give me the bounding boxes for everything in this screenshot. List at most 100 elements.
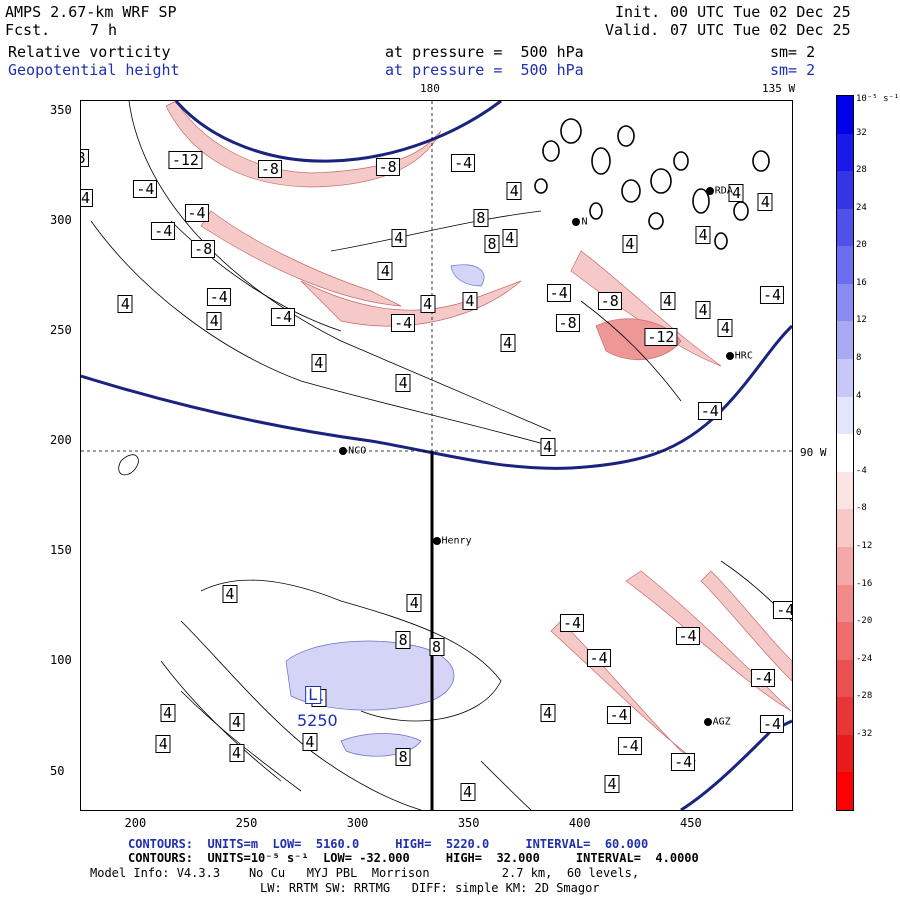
station-marker[interactable] bbox=[703, 717, 712, 726]
colorbar-segment bbox=[837, 546, 853, 586]
colorbar-segment bbox=[837, 509, 853, 548]
contour-label: 4 bbox=[502, 228, 518, 247]
contour-label: -8 bbox=[257, 160, 282, 179]
colorbar-level-label: 24 bbox=[856, 202, 867, 213]
contour-label: 4 bbox=[229, 712, 245, 731]
contour-label: -12 bbox=[644, 327, 678, 346]
y-tick-label: 200 bbox=[50, 433, 72, 448]
field1-level: at pressure = 500 hPa bbox=[385, 43, 584, 61]
contour-label: -4 bbox=[606, 706, 631, 725]
station-marker[interactable] bbox=[432, 537, 441, 546]
x-tick-label: 400 bbox=[568, 816, 591, 830]
station-name: AGZ bbox=[712, 716, 731, 728]
lon-90w-label: 90 W bbox=[800, 446, 827, 459]
contour-label: -4 bbox=[586, 649, 611, 668]
field2-smoothing: sm= 2 bbox=[770, 61, 816, 79]
contour-label: 4 bbox=[500, 334, 516, 353]
contour-label: 4 bbox=[155, 734, 171, 753]
contour-label: 4 bbox=[302, 732, 318, 751]
contour-label: 4 bbox=[311, 354, 327, 373]
footer-height-contours: CONTOURS: UNITS=m LOW= 5160.0 HIGH= 5220… bbox=[128, 837, 649, 851]
station-name: RDA bbox=[714, 185, 733, 197]
contour-label: -4 bbox=[546, 283, 571, 302]
colorbar-segment bbox=[837, 283, 853, 322]
colorbar-level-label: -20 bbox=[856, 616, 873, 627]
contour-label: 4 bbox=[540, 704, 556, 723]
forecast-value: 7 h bbox=[90, 21, 118, 39]
contour-label: 4 bbox=[506, 182, 522, 201]
low-center-label: L bbox=[305, 686, 321, 704]
station-marker[interactable] bbox=[572, 218, 581, 227]
colorbar-segment bbox=[837, 734, 853, 773]
colorbar-segment bbox=[837, 246, 853, 285]
contour-label: -4 bbox=[751, 668, 776, 687]
contour-label: 8 bbox=[395, 748, 411, 767]
contour-label: -4 bbox=[697, 402, 722, 421]
geopotential-contour-5160 bbox=[680, 719, 792, 810]
contour-label: 4 bbox=[757, 193, 773, 212]
x-tick-label: 450 bbox=[680, 816, 702, 830]
contour-label: -4 bbox=[451, 153, 476, 172]
contour-label: -4 bbox=[271, 307, 296, 326]
valid-label: Valid. bbox=[605, 21, 660, 39]
station-marker[interactable] bbox=[725, 352, 734, 361]
footer-vorticity-contours: CONTOURS: UNITS=10⁻⁵ s⁻¹ LOW= -32.000 HI… bbox=[128, 851, 699, 865]
contour-label: 4 bbox=[695, 226, 711, 245]
colorbar-level-label: 16 bbox=[856, 277, 867, 288]
station-name: NCO bbox=[348, 445, 367, 457]
contour-label: -12 bbox=[168, 151, 202, 170]
station-marker[interactable] bbox=[705, 187, 714, 196]
contour-label: -8 bbox=[191, 239, 216, 258]
y-tick-label: 250 bbox=[50, 323, 72, 338]
contour-label: 8 bbox=[395, 631, 411, 650]
lon-135w-label: 135 W bbox=[762, 82, 796, 95]
colorbar-unit: 10⁻⁵ s⁻¹ bbox=[856, 94, 900, 104]
contour-label: 8 bbox=[473, 208, 489, 227]
map-plot-area[interactable]: 44-8-12-8-8-4-4-4-4-84-44-4-444488444444… bbox=[80, 100, 793, 811]
contour-label: 4 bbox=[622, 235, 638, 254]
field1-smoothing: sm= 2 bbox=[770, 43, 816, 61]
contour-label: 4 bbox=[420, 294, 436, 313]
colorbar-segment bbox=[837, 434, 853, 473]
colorbar-segment bbox=[837, 396, 853, 435]
valid-value: 07 UTC Tue 02 Dec 25 bbox=[670, 21, 851, 39]
contour-label: 4 bbox=[728, 184, 744, 203]
colorbar bbox=[836, 95, 854, 811]
contour-label: 4 bbox=[117, 294, 133, 313]
field2-name: Geopotential height bbox=[8, 61, 180, 79]
colorbar-level-label: -8 bbox=[856, 503, 867, 514]
x-tick-label: 250 bbox=[235, 816, 258, 830]
colorbar-segment bbox=[837, 659, 853, 698]
contour-label: -4 bbox=[671, 752, 696, 771]
contour-label: 4 bbox=[604, 774, 620, 793]
y-tick-label: 300 bbox=[50, 213, 72, 228]
x-tick-label: 200 bbox=[124, 816, 147, 830]
contour-label: 4 bbox=[717, 318, 733, 337]
contour-label: 8 bbox=[484, 235, 500, 254]
contour-label: -8 bbox=[555, 314, 580, 333]
station-marker[interactable] bbox=[339, 447, 348, 456]
footer-model-info: Model Info: V4.3.3 No Cu MYJ PBL Morriso… bbox=[90, 866, 640, 880]
contour-label: 4 bbox=[222, 585, 238, 604]
colorbar-segment bbox=[837, 208, 853, 247]
colorbar-segment bbox=[837, 96, 853, 135]
contour-label: 4 bbox=[695, 301, 711, 320]
vorticity-band-west bbox=[200, 210, 402, 307]
geopotential-contour-north bbox=[174, 101, 502, 163]
contour-label: -4 bbox=[560, 613, 585, 632]
colorbar-segment bbox=[837, 622, 853, 661]
field2-level: at pressure = 500 hPa bbox=[385, 61, 584, 79]
contour-label: -4 bbox=[184, 204, 209, 223]
contour-label: -8 bbox=[375, 158, 400, 177]
colorbar-segment bbox=[837, 321, 853, 360]
contour-label: 4 bbox=[462, 292, 478, 311]
colorbar-level-label: -4 bbox=[856, 465, 867, 476]
colorbar-segment bbox=[837, 697, 853, 736]
lon-180-label: 180 bbox=[420, 82, 440, 95]
init-label: Init. bbox=[615, 3, 661, 21]
contour-label: 4 bbox=[206, 312, 222, 331]
vorticity-band-south-3 bbox=[700, 570, 792, 682]
colorbar-segment bbox=[837, 584, 853, 623]
station-name: HRC bbox=[734, 350, 753, 362]
contour-label: 4 bbox=[160, 704, 176, 723]
